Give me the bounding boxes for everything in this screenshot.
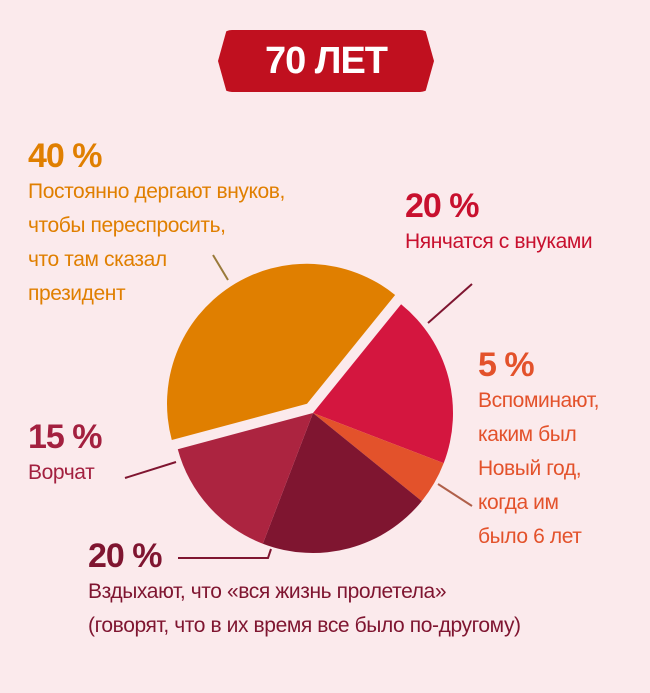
label-20-sigh: 20 % Вздыхают, что «вся жизнь пролетела» (…: [88, 537, 521, 643]
slice-description-line: Новый год,: [478, 457, 582, 480]
leader-line-1: [437, 483, 473, 507]
pie-slice-4: [167, 263, 396, 441]
slice-description-line: Ворчат: [28, 461, 95, 484]
title: 70 ЛЕТ: [264, 39, 388, 82]
slice-percent: 5 %: [478, 346, 535, 384]
slice-description-line: каким был: [478, 423, 577, 446]
leader-line-2: [178, 548, 272, 559]
leader-line-0: [427, 283, 473, 324]
slice-percent: 40 %: [28, 137, 103, 175]
pie-slice-1: [313, 413, 444, 502]
pie-slice-2: [262, 413, 422, 553]
slice-description-line: было 6 лет: [478, 525, 582, 548]
slice-description-line: президент: [28, 282, 126, 305]
leader-line-4: [212, 254, 229, 281]
title-badge: 70 ЛЕТ: [218, 30, 434, 92]
slice-description-line: что там сказал: [28, 248, 167, 271]
slice-percent: 20 %: [405, 187, 480, 225]
slice-description-line: Постоянно дергают внуков,: [28, 180, 285, 203]
label-40: 40 % Постоянно дергают внуков, чтобы перес…: [28, 137, 285, 311]
leader-line-3: [124, 461, 177, 479]
pie-slice-3: [177, 413, 313, 544]
label-15: 15 % Ворчат: [28, 418, 102, 490]
slice-description-line: Нянчатся с внуками: [405, 230, 593, 253]
slice-percent: 20 %: [88, 537, 162, 575]
slice-description-line: Вздыхают, что «вся жизнь пролетела»: [88, 580, 447, 603]
slice-description-line: когда им: [478, 491, 559, 514]
slice-description-line: Вспоминают,: [478, 389, 600, 412]
label-5: 5 % Вспоминают, каким был Новый год, когда и…: [478, 346, 599, 554]
slice-description-line: чтобы переспросить,: [28, 214, 226, 237]
label-20-nanny: 20 % Нянчатся с внуками: [405, 187, 593, 259]
slice-percent: 15 %: [28, 418, 102, 456]
pie-slice-0: [313, 304, 453, 464]
slice-description-line: (говорят, что в их время все было по-дру…: [88, 614, 521, 637]
